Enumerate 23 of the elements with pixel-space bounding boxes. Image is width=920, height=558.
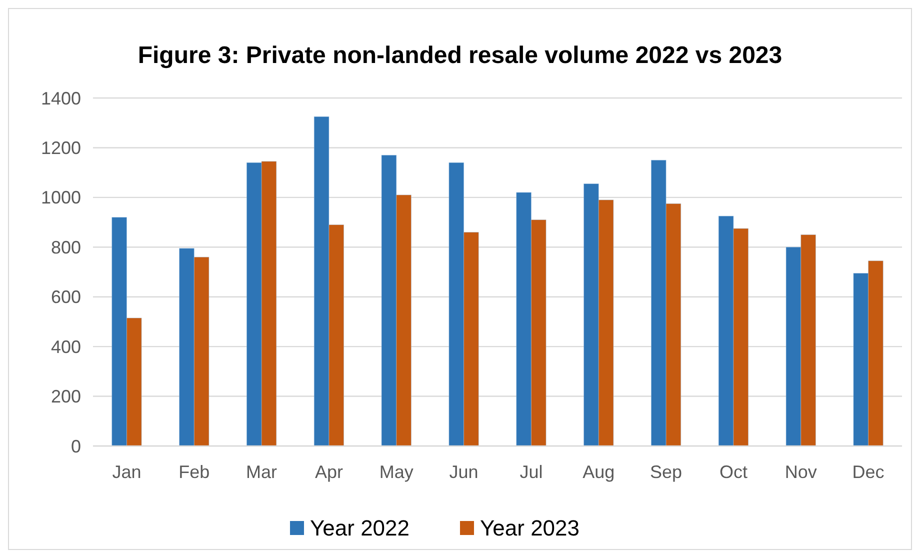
x-tick-label: Jul: [520, 462, 543, 482]
x-tick-label: Oct: [719, 462, 748, 482]
y-tick-label: 1200: [40, 138, 81, 158]
x-tick-label: Jan: [112, 462, 142, 482]
legend-label: Year 2023: [480, 516, 580, 541]
x-tick-label: Aug: [582, 462, 615, 482]
x-tick-label: Feb: [178, 462, 210, 482]
x-tick-label: Sep: [650, 462, 682, 482]
y-tick-label: 0: [70, 436, 81, 456]
chart-title: Figure 3: Private non-landed resale volume 2022 vs 2023: [138, 42, 782, 69]
x-tick-label: Dec: [852, 462, 884, 482]
y-tick-label: 200: [50, 386, 81, 407]
y-tick-label: 600: [50, 287, 81, 308]
x-tick-label: Mar: [246, 462, 278, 482]
y-tick-label: 1400: [40, 88, 81, 108]
x-tick-label: Apr: [314, 462, 343, 482]
x-tick-label: Jun: [449, 462, 478, 482]
x-tick-label: Nov: [784, 462, 817, 482]
y-tick-label: 800: [50, 237, 81, 258]
y-tick-label: 400: [50, 336, 81, 357]
legend-label: Year 2022: [310, 516, 410, 541]
x-tick-label: May: [379, 462, 414, 482]
y-tick-label: 1000: [40, 188, 81, 208]
